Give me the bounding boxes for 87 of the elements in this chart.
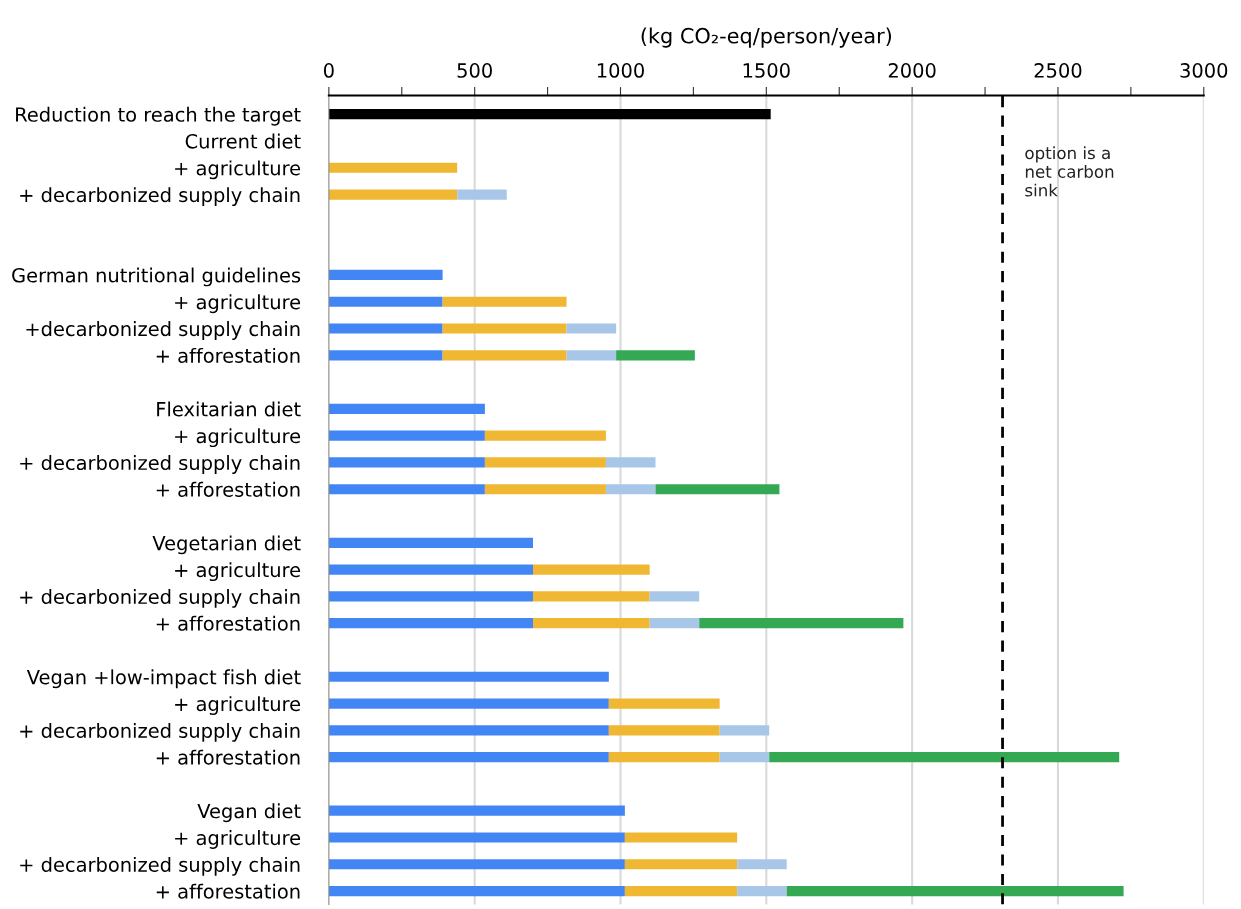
bar	[328, 671, 609, 682]
bar	[737, 859, 787, 870]
y-tick-label: Vegetarian diet	[152, 535, 301, 555]
bar	[328, 109, 771, 120]
bar	[328, 859, 625, 870]
bar	[328, 591, 534, 602]
bar	[616, 350, 695, 361]
y-tick-label: + decarbonized supply chain	[20, 856, 300, 876]
bar	[442, 296, 567, 307]
bar	[328, 457, 485, 468]
bar	[649, 618, 700, 629]
y-tick-label: Current diet	[185, 133, 301, 149]
bar	[328, 189, 458, 200]
bar	[608, 725, 720, 736]
bar	[328, 323, 443, 334]
y-tick-label: + afforestation	[156, 749, 300, 765]
y-tick-label: Vegan diet	[197, 803, 301, 823]
bar	[566, 350, 617, 361]
bar	[649, 591, 700, 602]
bar	[328, 752, 609, 763]
y-tick-label: + agriculture	[175, 696, 301, 715]
y-tick-label: + decarbonized supply chain	[20, 589, 300, 608]
bar	[786, 885, 1124, 897]
x-tick-label: 2500	[1034, 63, 1082, 78]
bar	[328, 805, 625, 816]
bar	[328, 296, 443, 307]
bar	[442, 350, 567, 361]
y-tick-label: + agriculture	[175, 562, 301, 582]
bar	[737, 885, 787, 897]
bar	[605, 457, 656, 468]
y-tick-label: Vegan +low-impact fish diet	[26, 669, 301, 689]
bar	[769, 752, 1120, 763]
y-tick-label: + agriculture	[175, 160, 301, 180]
y-tick-label: + agriculture	[175, 428, 301, 448]
x-tick-label: 0	[323, 63, 334, 78]
x-tick-label: 2000	[888, 63, 936, 78]
bar	[484, 457, 606, 468]
y-tick-label: + decarbonized supply chain	[20, 722, 300, 742]
bar	[699, 618, 904, 629]
bar	[533, 591, 650, 602]
bar	[328, 269, 443, 281]
x-tick-label: 1500	[743, 63, 790, 78]
bar	[328, 484, 485, 495]
bar	[328, 698, 609, 709]
bar	[608, 698, 720, 709]
ref-line-label: option is a net carbon sink	[1025, 146, 1114, 197]
bar	[624, 859, 738, 870]
y-tick-label: + decarbonized supply chain	[20, 187, 300, 206]
bar	[624, 832, 738, 843]
bar	[566, 323, 617, 334]
y-tick-label: + afforestation	[156, 883, 300, 899]
bar	[328, 618, 534, 629]
bar	[328, 725, 609, 736]
x-tick-label: 500	[457, 63, 492, 78]
bar	[605, 484, 656, 495]
bar	[719, 752, 770, 763]
bar	[328, 537, 534, 548]
bar	[328, 564, 534, 575]
bar	[328, 430, 485, 441]
bar	[533, 564, 650, 575]
bar	[655, 484, 780, 495]
bar	[328, 832, 625, 843]
bar	[719, 725, 770, 736]
bar	[328, 162, 458, 173]
y-tick-label: + decarbonized supply chain	[20, 455, 300, 474]
bar	[442, 323, 567, 334]
bar	[328, 403, 485, 414]
bar	[484, 430, 606, 441]
y-tick-label: Flexitarian diet	[157, 401, 301, 417]
x-tick-label: 3000	[1180, 63, 1228, 78]
bar	[328, 885, 625, 897]
y-tick-label: + afforestation	[156, 481, 300, 497]
bar	[608, 752, 720, 763]
bar	[328, 350, 443, 361]
x-tick-label: 1000	[597, 63, 644, 78]
y-tick-label: + agriculture	[175, 830, 301, 849]
y-tick-label: German nutritional guidelines	[12, 267, 301, 287]
bar	[624, 885, 738, 897]
y-tick-label: + afforestation	[156, 615, 300, 631]
x-axis-title: (kg CO₂-eq/person/year)	[641, 27, 891, 48]
y-tick-label: Reduction to reach the target	[16, 106, 301, 126]
bar	[484, 484, 606, 495]
y-tick-label: + agriculture	[175, 294, 301, 314]
bar	[457, 189, 507, 200]
y-tick-label: + afforestation	[156, 347, 300, 363]
y-tick-label: +decarbonized supply chain	[26, 321, 300, 340]
bar	[533, 618, 650, 629]
